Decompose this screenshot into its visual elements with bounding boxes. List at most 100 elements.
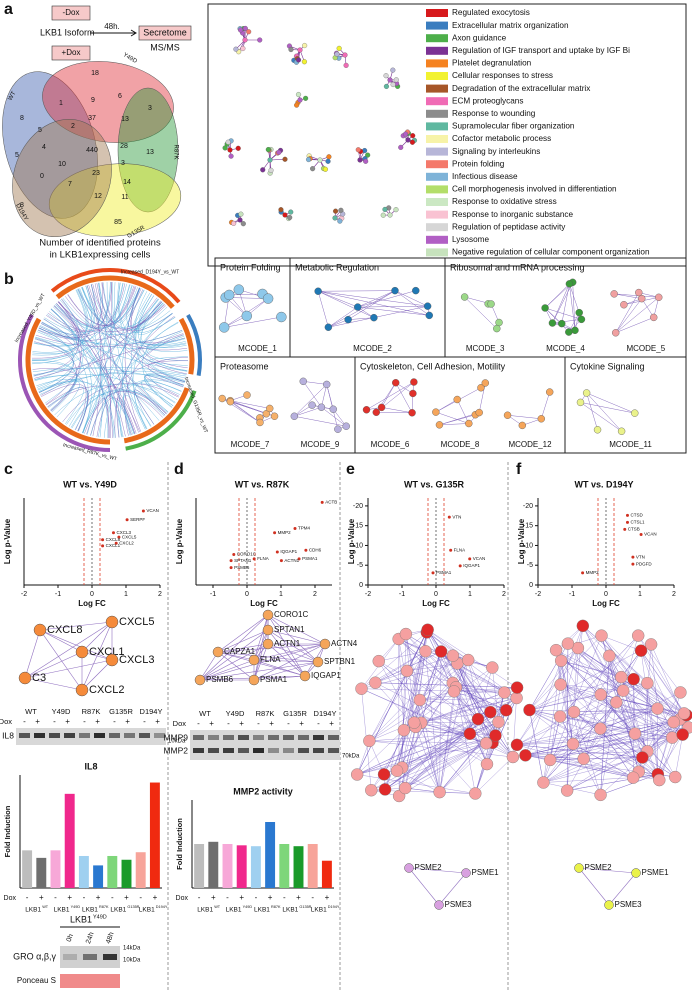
network-node [644, 638, 658, 651]
network-edge [375, 651, 426, 683]
module-code: MCODE_2 [353, 344, 392, 353]
node-label: PSMA1 [260, 675, 288, 684]
module-node [370, 313, 378, 322]
network-node [278, 207, 284, 213]
network-edge [375, 682, 518, 688]
group-label: LKB1 [197, 907, 213, 914]
network-node [317, 157, 323, 163]
network-edge [419, 699, 514, 758]
network-edge [516, 744, 634, 778]
network-node [287, 214, 293, 221]
gene-point [273, 531, 277, 535]
network-edge [199, 629, 269, 681]
dox-label: Dox [176, 895, 189, 902]
node-label: CXCL5 [119, 616, 154, 628]
network-node [409, 139, 415, 145]
module-edge [303, 381, 327, 385]
lane-label: D194Y [314, 709, 337, 718]
module-edge [326, 384, 334, 410]
volcano-title: WT vs. D194Y [574, 479, 633, 489]
module-node [425, 311, 433, 320]
circos-link [134, 291, 186, 381]
network-edge [403, 730, 440, 793]
network-node [594, 688, 607, 701]
network-edge [384, 629, 428, 790]
network-edge [560, 625, 584, 685]
network-node [377, 768, 391, 781]
network-edge [384, 699, 420, 790]
gene-point [320, 500, 324, 504]
circos-link [38, 283, 126, 338]
network-node [225, 139, 231, 145]
dox-sign: - [113, 717, 116, 726]
circos-link [64, 296, 188, 351]
caption: Number of identified proteins [39, 238, 161, 249]
legend-swatch [426, 122, 448, 131]
network-node [228, 153, 234, 159]
module-node [565, 328, 573, 336]
module-node [576, 398, 585, 407]
gene-point [101, 544, 105, 548]
network-node [297, 97, 303, 103]
network-node [469, 787, 482, 800]
blot-band [223, 748, 234, 753]
network-node [510, 738, 524, 752]
volcano-title: WT vs. G135R [404, 479, 465, 489]
module-edge [318, 291, 358, 308]
network-edge [421, 722, 496, 736]
venn-count: 5 [15, 152, 19, 159]
network-node [365, 152, 371, 158]
group-label: LKB1 [254, 907, 270, 914]
blot-band [328, 735, 339, 740]
dox-sign: + [296, 893, 301, 902]
network-edge [529, 643, 569, 711]
gene-label: IQGAP1 [463, 563, 480, 568]
x-tick-label: -1 [210, 591, 216, 598]
gene-point [631, 562, 635, 566]
module-node [465, 419, 473, 428]
network-edge [573, 711, 660, 781]
bar [93, 865, 104, 888]
network-edge [560, 684, 636, 734]
network-node [615, 670, 628, 684]
network-node [595, 629, 608, 642]
network-edge [647, 682, 685, 714]
network-edge [640, 650, 673, 738]
y-tick-label: -15 [353, 523, 363, 530]
circos-link [124, 287, 142, 432]
legend-swatch [426, 210, 448, 219]
legend-swatch [426, 248, 448, 257]
network-node [434, 645, 448, 658]
gene-point [431, 571, 435, 575]
module-node [537, 415, 545, 423]
lane-label: Y49D [52, 707, 71, 716]
circos-link [52, 306, 124, 437]
network-edge [419, 699, 471, 734]
gene-label: VTN [452, 514, 461, 519]
module-edge [561, 283, 570, 324]
group-superscript: Y49D [243, 905, 253, 909]
circos-link [32, 368, 87, 431]
blot-band [253, 735, 264, 740]
module-edge [357, 290, 416, 308]
network-node [282, 156, 288, 162]
network-edge [217, 651, 306, 677]
bar [194, 844, 205, 888]
network-edge [267, 629, 319, 663]
network-node [342, 52, 348, 58]
network-edge [475, 756, 514, 794]
module-edge [614, 293, 659, 298]
bar [78, 855, 89, 888]
network-node [231, 220, 237, 226]
module-edge [381, 407, 413, 414]
network-node [248, 654, 260, 666]
network-node [410, 133, 416, 139]
network-edge [600, 774, 658, 796]
network-edge [39, 629, 83, 653]
module-node [460, 293, 469, 301]
network-edge [401, 710, 507, 768]
module-edge [357, 305, 428, 308]
y-tick-label: 0 [529, 582, 533, 589]
dox-sign: - [257, 719, 260, 728]
arrow [90, 29, 137, 37]
